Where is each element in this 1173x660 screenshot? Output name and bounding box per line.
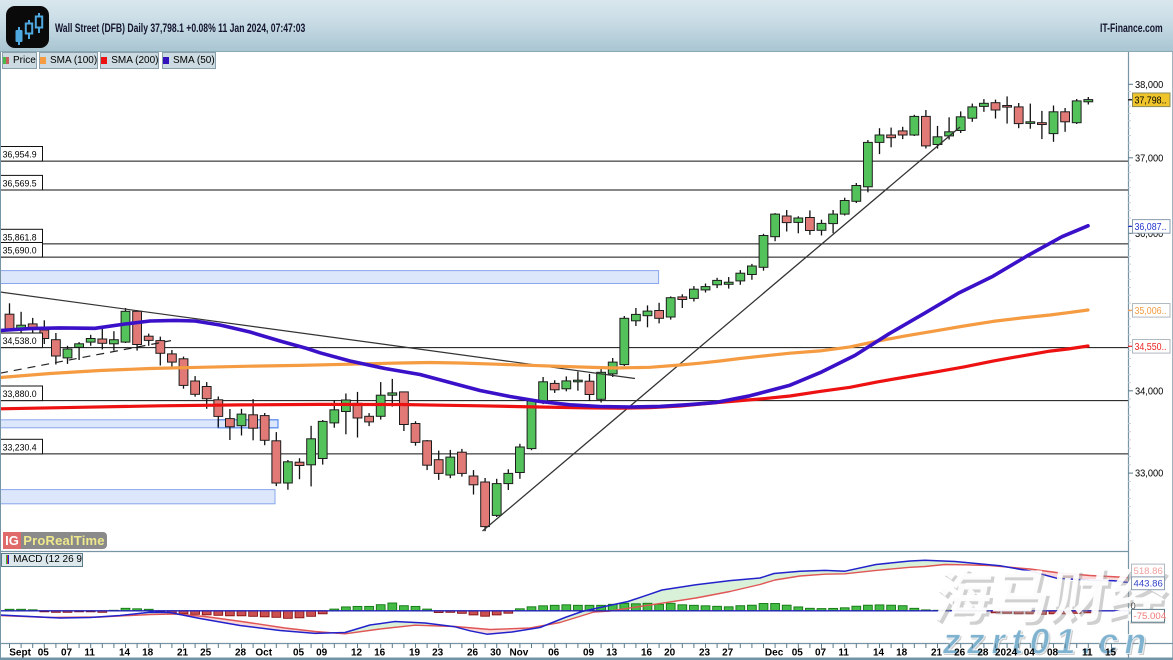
svg-text:13: 13	[606, 648, 618, 659]
svg-text:16: 16	[374, 648, 386, 659]
svg-text:443.86: 443.86	[1134, 579, 1163, 590]
svg-text:05: 05	[792, 648, 804, 659]
svg-text:Sept: Sept	[9, 648, 31, 659]
svg-text:33,000: 33,000	[1135, 469, 1164, 480]
svg-text:20: 20	[664, 648, 676, 659]
svg-text:14: 14	[873, 648, 885, 659]
svg-text:23: 23	[432, 648, 444, 659]
svg-text:zzrt01.cn: zzrt01.cn	[940, 621, 1157, 660]
svg-text:zzrt01.cn: zzrt01.cn	[941, 622, 1158, 660]
svg-text:08: 08	[1047, 648, 1059, 659]
svg-text:37,798..: 37,798..	[1135, 95, 1167, 106]
svg-text:11: 11	[838, 648, 849, 659]
svg-text:34,538.0: 34,538.0	[3, 336, 37, 346]
svg-text:33,230.4: 33,230.4	[3, 442, 37, 452]
svg-text:30: 30	[490, 648, 502, 659]
svg-text:28: 28	[235, 648, 247, 659]
svg-text:26: 26	[954, 648, 966, 659]
svg-text:21: 21	[177, 648, 189, 659]
svg-text:35,861.8: 35,861.8	[3, 232, 37, 242]
svg-text:16: 16	[641, 648, 653, 659]
svg-text:11: 11	[1082, 648, 1093, 659]
svg-text:Oct: Oct	[255, 648, 272, 659]
svg-text:Dec: Dec	[765, 648, 784, 659]
svg-text:33,880.0: 33,880.0	[3, 389, 37, 399]
svg-text:04: 04	[1024, 648, 1036, 659]
svg-text:06: 06	[548, 648, 560, 659]
svg-text:34,550..: 34,550..	[1135, 342, 1167, 353]
svg-text:36,954.9: 36,954.9	[3, 150, 37, 160]
svg-text:27: 27	[722, 648, 734, 659]
svg-text:07: 07	[815, 648, 827, 659]
svg-text:23: 23	[699, 648, 711, 659]
svg-text:21: 21	[931, 648, 943, 659]
svg-text:09: 09	[583, 648, 595, 659]
svg-text:07: 07	[61, 648, 73, 659]
svg-text:09: 09	[316, 648, 328, 659]
svg-text:14: 14	[119, 648, 131, 659]
svg-text:35,690.0: 35,690.0	[3, 246, 37, 256]
svg-text:05: 05	[293, 648, 305, 659]
svg-text:26: 26	[467, 648, 479, 659]
svg-text:18: 18	[142, 648, 154, 659]
svg-text:05: 05	[38, 648, 50, 659]
svg-text:36,087..: 36,087..	[1135, 222, 1167, 233]
svg-text:11: 11	[84, 648, 95, 659]
svg-text:0: 0	[1131, 601, 1136, 612]
svg-text:36,000: 36,000	[1135, 229, 1164, 240]
svg-text:12: 12	[351, 648, 363, 659]
svg-text:25: 25	[200, 648, 212, 659]
svg-text:34,000: 34,000	[1135, 386, 1164, 397]
svg-text:38,000: 38,000	[1135, 80, 1164, 91]
svg-text:Nov: Nov	[509, 648, 528, 659]
svg-text:18: 18	[896, 648, 908, 659]
svg-text:37,000: 37,000	[1135, 153, 1164, 164]
svg-text:15: 15	[1105, 648, 1117, 659]
svg-text:2024: 2024	[995, 648, 1018, 659]
svg-text:-75.004: -75.004	[1134, 611, 1167, 622]
svg-text:28: 28	[977, 648, 989, 659]
svg-text:518.86: 518.86	[1134, 566, 1163, 577]
svg-text:35,006..: 35,006..	[1135, 306, 1167, 317]
svg-text:36,569.5: 36,569.5	[3, 178, 37, 188]
svg-text:19: 19	[409, 648, 421, 659]
